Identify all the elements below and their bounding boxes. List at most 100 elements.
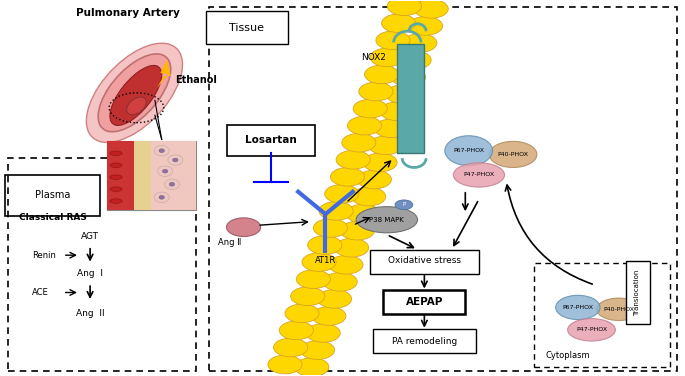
Circle shape [369, 136, 403, 155]
Circle shape [308, 236, 342, 255]
Ellipse shape [154, 192, 169, 203]
Ellipse shape [110, 187, 122, 191]
Text: NOX2: NOX2 [361, 53, 386, 62]
Ellipse shape [159, 196, 164, 199]
Circle shape [359, 82, 393, 101]
Ellipse shape [86, 43, 182, 143]
Text: Tissue: Tissue [229, 23, 264, 32]
Circle shape [323, 273, 358, 291]
Circle shape [319, 202, 353, 220]
Text: Ang  II: Ang II [76, 309, 104, 317]
FancyBboxPatch shape [625, 261, 649, 324]
Ellipse shape [110, 163, 122, 167]
Circle shape [295, 358, 329, 376]
Circle shape [340, 221, 374, 240]
Circle shape [346, 204, 380, 223]
Text: Cytoplasm: Cytoplasm [545, 352, 590, 361]
Text: P38 MAPK: P38 MAPK [369, 217, 404, 223]
Circle shape [370, 48, 404, 67]
Polygon shape [157, 59, 171, 88]
Text: PA remodeling: PA remodeling [392, 337, 457, 346]
Text: P40-PHOX: P40-PHOX [497, 152, 529, 157]
Circle shape [408, 17, 443, 35]
FancyBboxPatch shape [151, 141, 196, 211]
Ellipse shape [110, 199, 122, 203]
Circle shape [301, 341, 334, 359]
Circle shape [336, 150, 370, 169]
Circle shape [342, 133, 376, 152]
FancyBboxPatch shape [134, 141, 151, 211]
Circle shape [397, 51, 431, 69]
Circle shape [297, 270, 330, 288]
Circle shape [330, 167, 364, 186]
Ellipse shape [356, 207, 418, 233]
Ellipse shape [489, 141, 537, 167]
Ellipse shape [110, 175, 122, 179]
Text: Ang Ⅱ: Ang Ⅱ [219, 238, 242, 247]
Ellipse shape [127, 97, 147, 115]
Circle shape [313, 219, 347, 237]
Text: Oxidative stress: Oxidative stress [388, 256, 461, 265]
Ellipse shape [98, 54, 171, 132]
FancyBboxPatch shape [397, 44, 425, 153]
Circle shape [391, 68, 425, 86]
FancyBboxPatch shape [384, 290, 465, 314]
Text: P47-PHOX: P47-PHOX [576, 327, 607, 332]
Circle shape [285, 304, 319, 323]
Text: Pulmonary Artery: Pulmonary Artery [75, 8, 179, 18]
Ellipse shape [169, 182, 175, 186]
Text: Plasma: Plasma [35, 191, 71, 200]
Circle shape [380, 102, 414, 121]
Circle shape [374, 119, 408, 138]
Text: P: P [402, 202, 406, 207]
Text: ACE: ACE [32, 288, 49, 297]
Ellipse shape [453, 163, 505, 187]
Circle shape [227, 218, 260, 237]
Circle shape [358, 170, 391, 189]
Text: AGT: AGT [81, 232, 99, 241]
Text: AEPAP: AEPAP [406, 297, 443, 307]
FancyBboxPatch shape [373, 329, 475, 353]
Circle shape [382, 14, 416, 33]
Circle shape [334, 238, 369, 257]
Ellipse shape [154, 146, 169, 156]
Ellipse shape [110, 151, 122, 156]
Circle shape [279, 321, 313, 340]
Circle shape [312, 307, 346, 325]
Circle shape [376, 31, 410, 50]
Circle shape [403, 33, 437, 52]
Text: Ethanol: Ethanol [175, 75, 217, 85]
FancyBboxPatch shape [227, 124, 315, 156]
Ellipse shape [164, 179, 179, 190]
Circle shape [386, 85, 420, 103]
FancyBboxPatch shape [107, 141, 134, 211]
Circle shape [317, 290, 351, 308]
Ellipse shape [568, 318, 615, 341]
Ellipse shape [159, 149, 164, 153]
Text: P47-PHOX: P47-PHOX [463, 173, 495, 177]
Circle shape [387, 0, 421, 15]
Circle shape [363, 153, 397, 172]
Text: Classical RAS: Classical RAS [18, 213, 86, 222]
Circle shape [325, 185, 359, 203]
Text: P67-PHOX: P67-PHOX [562, 305, 593, 310]
Ellipse shape [168, 155, 183, 165]
Circle shape [302, 253, 336, 271]
Ellipse shape [162, 169, 168, 173]
Ellipse shape [597, 298, 641, 320]
Text: AT1R: AT1R [315, 256, 336, 265]
Text: Renin: Renin [32, 251, 56, 260]
FancyBboxPatch shape [107, 141, 196, 211]
Ellipse shape [173, 158, 178, 162]
Text: Translocation: Translocation [634, 269, 640, 316]
FancyBboxPatch shape [370, 250, 479, 274]
Ellipse shape [158, 166, 173, 176]
Ellipse shape [556, 295, 600, 320]
FancyBboxPatch shape [206, 11, 288, 44]
Circle shape [395, 200, 413, 210]
Circle shape [268, 355, 302, 374]
Ellipse shape [445, 136, 493, 165]
Circle shape [351, 187, 386, 206]
Text: Losartan: Losartan [245, 135, 297, 145]
Text: P40-PHOX: P40-PHOX [603, 307, 634, 312]
